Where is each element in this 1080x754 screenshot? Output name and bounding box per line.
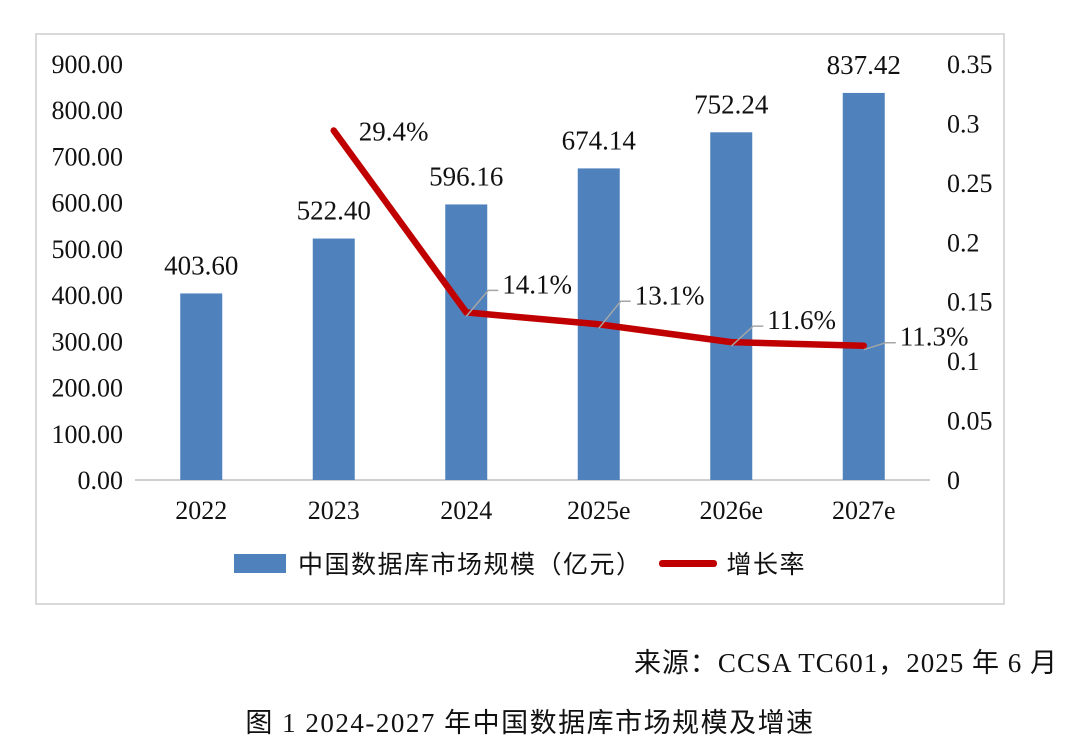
left-axis-tick: 900.00 — [52, 50, 124, 79]
left-axis-tick: 200.00 — [52, 374, 124, 403]
bar-2027e — [842, 92, 885, 480]
right-axis-tick: 0.3 — [947, 109, 980, 138]
right-axis-tick: 0.1 — [947, 347, 980, 376]
bar-value-label: 837.42 — [827, 50, 901, 80]
x-axis-label: 2022 — [175, 496, 227, 525]
chart-panel: 0.00 100.00 200.00 300.00 400.00 500.00 600.00… — [35, 33, 1005, 605]
label-leader-line — [598, 300, 631, 329]
left-axis-tick: 500.00 — [52, 235, 124, 264]
growth-rate-label: 14.1% — [502, 269, 572, 299]
legend-bar-label: 中国数据库市场规模（亿元） — [297, 552, 643, 579]
right-axis-tick: 0.25 — [947, 169, 993, 198]
label-leader-line — [863, 341, 896, 351]
chart-legend: 中国数据库市场规模（亿元） 增长率 — [37, 545, 1003, 581]
left-axis-tick: 700.00 — [52, 142, 124, 171]
bar-value-label: 752.24 — [694, 89, 769, 119]
bar-value-label: 674.14 — [562, 125, 637, 155]
left-axis-tick: 800.00 — [52, 96, 124, 125]
right-axis-tick: 0.05 — [947, 407, 993, 436]
left-axis-tick: 600.00 — [52, 189, 124, 218]
left-axis-tick: 100.00 — [52, 420, 124, 449]
label-leader-line — [730, 325, 764, 347]
right-axis-tick: 0.15 — [947, 288, 993, 317]
growth-rate-label: 29.4% — [359, 117, 429, 147]
x-axis-label: 2024 — [440, 496, 492, 525]
legend-line-label: 增长率 — [726, 552, 807, 579]
right-axis-tick: 0 — [947, 466, 960, 495]
combo-chart: 0.00 100.00 200.00 300.00 400.00 500.00 600.00… — [52, 50, 993, 525]
x-axis-label: 2025e — [567, 496, 631, 525]
x-axis-label: 2026e — [699, 496, 763, 525]
growth-rate-line — [330, 127, 867, 349]
bar-2026e — [710, 132, 753, 480]
bar-value-label: 596.16 — [429, 161, 503, 191]
label-leader-line — [465, 289, 499, 317]
right-axis-tick: 0.35 — [947, 50, 993, 79]
figure-caption: 图 1 2024-2027 年中国数据库市场规模及增速 — [245, 708, 815, 738]
x-axis-label: 2027e — [832, 496, 896, 525]
bar-2024 — [445, 204, 488, 481]
source-text: 来源：CCSA TC601，2025 年 6 月 — [633, 648, 1058, 678]
growth-rate-label: 11.6% — [767, 305, 836, 335]
bar-value-label: 403.60 — [164, 250, 238, 280]
left-axis-tick: 400.00 — [52, 281, 124, 310]
bar-2022 — [180, 293, 223, 480]
legend-line-swatch — [658, 559, 717, 567]
bar-value-label: 522.40 — [297, 196, 371, 226]
bar-2023 — [312, 238, 355, 480]
x-axis-label: 2023 — [308, 496, 360, 525]
left-axis-tick: 300.00 — [52, 327, 124, 356]
growth-rate-label: 13.1% — [635, 280, 705, 310]
left-axis-tick: 0.00 — [78, 466, 124, 495]
right-axis-tick: 0.2 — [947, 228, 980, 257]
legend-bar-swatch — [233, 553, 286, 573]
growth-rate-label: 11.3% — [900, 322, 969, 352]
